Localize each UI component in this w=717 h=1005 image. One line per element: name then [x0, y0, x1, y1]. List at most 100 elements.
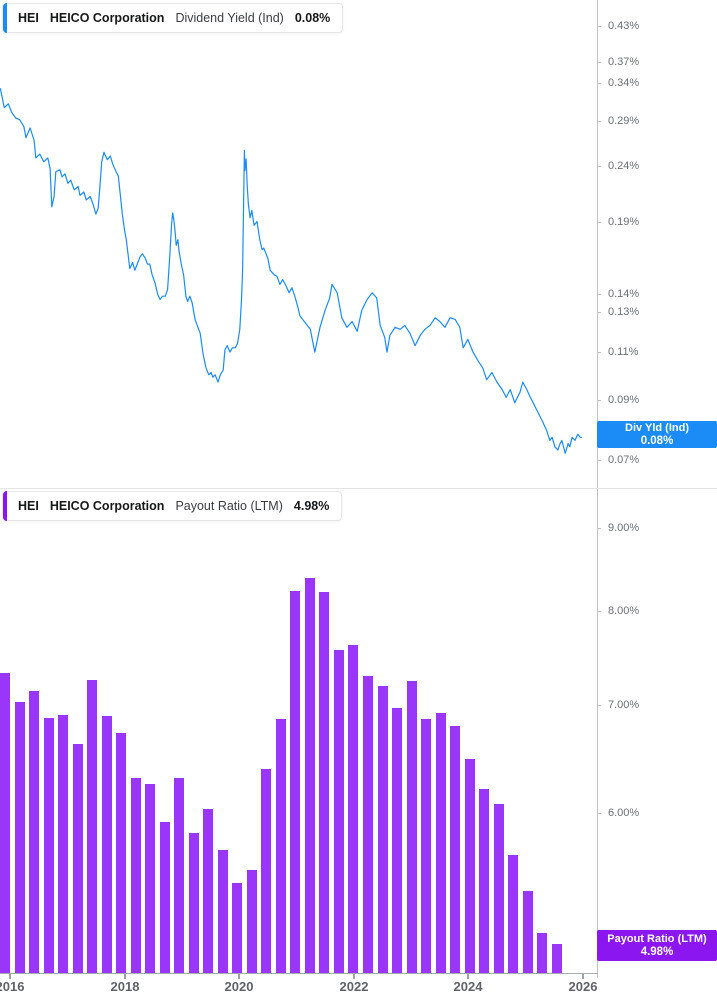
y-tick-label: 6.00% — [608, 807, 640, 819]
payout-ratio-bar[interactable] — [203, 809, 213, 973]
payout-ratio-series-pill[interactable]: HEI HEICO Corporation Payout Ratio (LTM)… — [2, 491, 343, 521]
payout-ratio-bar[interactable] — [160, 822, 170, 973]
payout-ratio-last-value-badge: Payout Ratio (LTM) 4.98% — [597, 930, 717, 961]
payout-ratio-bar[interactable] — [145, 784, 155, 973]
y-tick-mark — [597, 166, 601, 167]
payout-ratio-bar[interactable] — [363, 676, 373, 973]
y-tick-mark — [597, 26, 601, 27]
payout-ratio-bar[interactable] — [334, 650, 344, 973]
metric-name: Dividend Yield (Ind) — [175, 11, 284, 25]
x-tick-mark — [238, 974, 240, 979]
y-tick-mark — [597, 62, 601, 63]
y-tick-label: 0.37% — [608, 56, 640, 68]
y-tick-mark — [597, 312, 601, 313]
dividend-yield-last-value-badge: Div Yld (Ind) 0.08% — [597, 421, 717, 448]
y-tick-mark — [597, 705, 601, 706]
dividend-yield-line-chart[interactable] — [0, 0, 598, 488]
ticker-symbol: HEI — [18, 499, 39, 513]
payout-ratio-bar[interactable] — [87, 680, 97, 973]
x-tick-mark — [467, 974, 469, 979]
y-tick-mark — [597, 460, 601, 461]
company-name: HEICO Corporation — [49, 11, 165, 25]
payout-ratio-bar[interactable] — [436, 713, 446, 973]
payout-ratio-bar[interactable] — [131, 778, 141, 973]
x-tick-mark — [9, 974, 11, 979]
payout-ratio-bar[interactable] — [450, 726, 460, 973]
payout-ratio-bar[interactable] — [73, 744, 83, 973]
series-accent-bar — [3, 3, 7, 33]
dividend-yield-series-pill[interactable]: HEI HEICO Corporation Dividend Yield (In… — [2, 3, 344, 33]
payout-ratio-bar[interactable] — [116, 733, 126, 973]
badge-series-label: Payout Ratio (LTM) — [607, 932, 707, 945]
badge-series-value: 0.08% — [640, 434, 674, 447]
payout-ratio-bar[interactable] — [552, 944, 562, 973]
panel-divider — [0, 488, 717, 489]
y-tick-label: 0.11% — [608, 346, 639, 358]
y-tick-label: 0.19% — [608, 216, 640, 228]
metric-value: 0.08% — [294, 11, 331, 25]
payout-ratio-bar[interactable] — [276, 719, 286, 973]
x-tick-mark — [582, 974, 584, 979]
payout-ratio-bar[interactable] — [523, 891, 533, 973]
badge-series-value: 4.98% — [640, 945, 674, 958]
payout-ratio-bar[interactable] — [348, 645, 358, 973]
payout-ratio-bar[interactable] — [29, 691, 39, 973]
payout-ratio-bar[interactable] — [465, 759, 475, 973]
payout-ratio-bar[interactable] — [232, 883, 242, 973]
payout-ratio-bar[interactable] — [15, 702, 25, 973]
x-tick-mark — [353, 974, 355, 979]
payout-ratio-bar[interactable] — [508, 855, 518, 973]
payout-ratio-bar[interactable] — [479, 789, 489, 973]
x-tick-label: 2024 — [453, 979, 483, 994]
y-tick-label: 0.14% — [608, 288, 640, 300]
y-tick-mark — [597, 294, 601, 295]
y-tick-mark — [597, 83, 601, 84]
y-tick-label: 0.43% — [608, 20, 640, 32]
x-tick-label: 2018 — [110, 979, 140, 994]
y-tick-label: 8.00% — [608, 605, 640, 617]
y-tick-mark — [597, 528, 601, 529]
y-axis-line — [597, 0, 598, 978]
payout-ratio-bar[interactable] — [102, 716, 112, 973]
payout-ratio-bar[interactable] — [494, 804, 504, 973]
badge-series-label: Div Yld (Ind) — [625, 421, 689, 434]
payout-ratio-bar[interactable] — [218, 850, 228, 973]
y-tick-mark — [597, 611, 601, 612]
series-accent-bar — [3, 491, 7, 521]
y-tick-mark — [597, 352, 601, 353]
y-tick-label: 0.09% — [608, 394, 640, 406]
y-tick-label: 7.00% — [608, 699, 640, 711]
payout-ratio-bar[interactable] — [174, 778, 184, 973]
payout-ratio-bar[interactable] — [407, 681, 417, 973]
company-name: HEICO Corporation — [49, 499, 165, 513]
payout-ratio-bar[interactable] — [537, 933, 547, 973]
payout-ratio-bar[interactable] — [319, 592, 329, 973]
y-tick-mark — [597, 400, 601, 401]
payout-ratio-bar[interactable] — [392, 708, 402, 973]
x-tick-label: 2026 — [568, 979, 598, 994]
payout-ratio-bar[interactable] — [305, 578, 315, 973]
y-tick-mark — [597, 121, 601, 122]
payout-ratio-bar[interactable] — [378, 686, 388, 973]
x-tick-label: 2016 — [0, 979, 25, 994]
payout-ratio-bar[interactable] — [290, 591, 300, 973]
payout-ratio-bar[interactable] — [261, 769, 271, 973]
metric-value: 4.98% — [293, 499, 330, 513]
payout-ratio-bar[interactable] — [189, 833, 199, 973]
payout-ratio-bar[interactable] — [44, 718, 54, 973]
y-tick-label: 9.00% — [608, 522, 640, 534]
y-tick-label: 0.07% — [608, 454, 640, 466]
payout-ratio-bar[interactable] — [58, 715, 68, 973]
payout-ratio-bar[interactable] — [0, 673, 10, 973]
y-tick-label: 0.34% — [608, 77, 640, 89]
x-tick-label: 2022 — [339, 979, 369, 994]
x-tick-label: 2020 — [224, 979, 254, 994]
y-tick-label: 0.29% — [608, 115, 640, 127]
payout-ratio-bar[interactable] — [247, 870, 257, 973]
dividend-yield-line — [0, 88, 582, 454]
x-axis-line — [0, 973, 598, 974]
payout-ratio-bar[interactable] — [421, 719, 431, 973]
